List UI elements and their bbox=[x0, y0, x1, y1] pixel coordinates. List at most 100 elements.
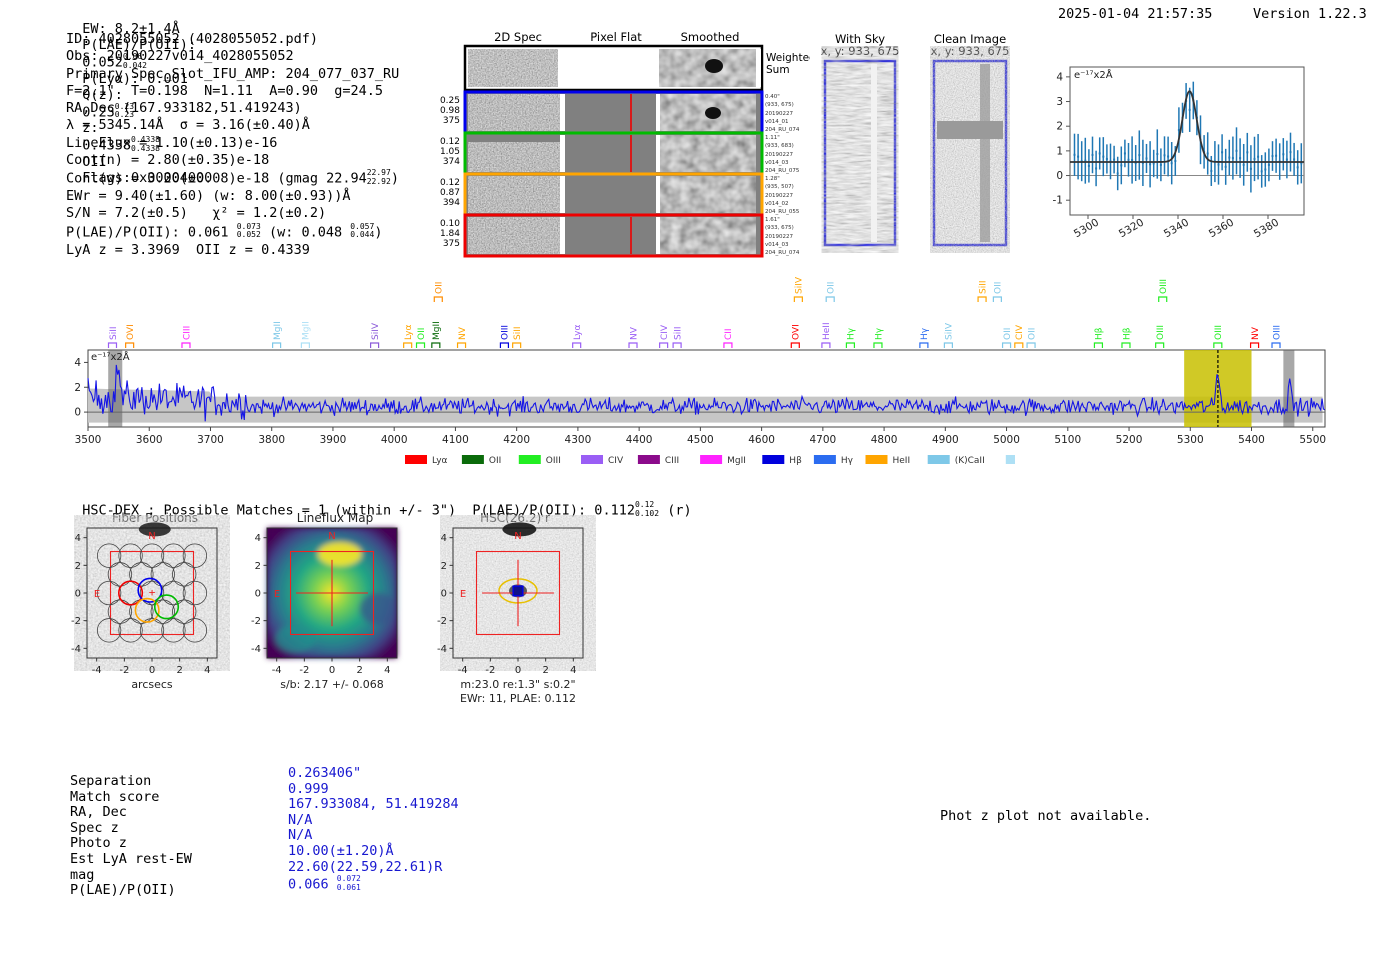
svg-text:Lyα: Lyα bbox=[404, 324, 414, 340]
spectrum-line-mark: OII bbox=[415, 328, 427, 348]
cutout-subtitle: x, y: 933, 675 bbox=[931, 44, 1010, 58]
info-radec: RA,Dec (167.933182,51.419243) bbox=[66, 100, 302, 117]
svg-text:HeII: HeII bbox=[822, 322, 832, 340]
spec2d-row-left-1: 0.87 bbox=[440, 188, 460, 198]
spectrum-line-mark: OII bbox=[992, 282, 1004, 302]
svg-text:4200: 4200 bbox=[503, 434, 530, 446]
match-properties-values: 0.263406" 0.999 167.933084, 51.419284 N/A N/… bbox=[288, 765, 459, 893]
info-plae-mid: (w: 0.048 bbox=[268, 224, 343, 241]
spectrum-line-mark: SiIV bbox=[943, 322, 955, 348]
header-qz-label: Q(z): bbox=[82, 86, 123, 103]
cutout-title: With Sky bbox=[835, 33, 885, 46]
detection-info-block: ID: 4028055052 (4028055052.pdf) Obs: 201… bbox=[66, 31, 399, 259]
svg-text:5200: 5200 bbox=[1116, 434, 1143, 446]
svg-text:0: 0 bbox=[441, 589, 447, 600]
svg-text:-2: -2 bbox=[485, 665, 495, 676]
svg-text:4: 4 bbox=[1056, 71, 1063, 83]
match-row-value: 0.999 bbox=[288, 780, 329, 797]
svg-text:5380: 5380 bbox=[1252, 217, 1281, 241]
svg-text:5000: 5000 bbox=[993, 434, 1020, 446]
match-row-value: 0.066 0.072 0.061 bbox=[288, 874, 361, 893]
svg-text:0: 0 bbox=[515, 665, 521, 676]
svg-text:OII: OII bbox=[1027, 328, 1037, 340]
legend-entry: CIV bbox=[581, 455, 624, 466]
match-row-label: Photo z bbox=[70, 835, 127, 852]
spec2d-row-left-0: 0.25 bbox=[440, 96, 460, 106]
info-primary-spec: Primary Spec_Slot_IFU_AMP: 204_077_037_R… bbox=[66, 65, 400, 82]
svg-text:Hγ: Hγ bbox=[874, 327, 884, 340]
svg-text:-4: -4 bbox=[458, 665, 468, 676]
spec2d-row-right-1: (933, 683) bbox=[765, 143, 794, 149]
svg-text:5340: 5340 bbox=[1162, 217, 1191, 241]
header-qz-value: 0.23 bbox=[82, 104, 115, 120]
spec2d-row-right-3: v014_02 bbox=[765, 201, 789, 207]
svg-text:CIV: CIV bbox=[1015, 324, 1025, 340]
svg-text:Hβ: Hβ bbox=[789, 456, 802, 466]
info-plae-whi: 0.057 bbox=[350, 221, 375, 231]
svg-text:3: 3 bbox=[1056, 96, 1063, 108]
svg-text:OIII: OIII bbox=[1159, 279, 1169, 294]
spectrum-line-mark: CIV bbox=[1014, 324, 1025, 348]
spec2d-row-left-2: 394 bbox=[443, 198, 460, 208]
info-ewr: EWr = 9.40(±1.60) (w: 8.00(±0.93))Å bbox=[66, 188, 351, 205]
spec2d-row-left-0: 0.12 bbox=[440, 137, 460, 147]
line-fit-plot: 5300 5320 5340 5360 5380 -1 0 1 2 3 4 e⁻¹⁷x2Å bbox=[1032, 45, 1312, 260]
match-row-label: Separation bbox=[70, 773, 152, 789]
photz-message: Phot z plot not available. bbox=[940, 808, 1152, 824]
spec2d-weighted-sum-label-1: Sum bbox=[766, 64, 790, 76]
svg-text:OII: OII bbox=[435, 282, 445, 294]
svg-text:arcsecs: arcsecs bbox=[131, 678, 173, 691]
svg-text:-4: -4 bbox=[71, 644, 81, 655]
svg-text:-4: -4 bbox=[92, 665, 102, 676]
header-z-value: 0.4338 bbox=[82, 137, 132, 154]
spectrum-line-mark: NV bbox=[456, 326, 468, 348]
spec2d-row: 0.12 1.05 374 1.11" (933, 683) 20190227 … bbox=[440, 131, 800, 176]
spec2d-row-left-1: 1.84 bbox=[440, 229, 460, 239]
spectrum-line-mark: Hγ bbox=[919, 327, 930, 348]
svg-text:3700: 3700 bbox=[197, 434, 224, 446]
svg-text:-4: -4 bbox=[437, 644, 447, 655]
svg-text:4000: 4000 bbox=[381, 434, 408, 446]
spectrum-line-mark: CIII bbox=[181, 326, 192, 348]
spec2d-row-left-2: 375 bbox=[443, 116, 460, 126]
svg-text:4300: 4300 bbox=[565, 434, 592, 446]
info-lambda-sigma: λ = 5345.14Å σ = 3.16(±0.40)Å bbox=[66, 117, 310, 134]
spec2d-row-right-3: v014_01 bbox=[765, 119, 789, 125]
spectrum-line-mark: CII bbox=[723, 328, 734, 348]
svg-text:4: 4 bbox=[204, 665, 210, 676]
spectrum-line-mark: Hβ bbox=[1093, 327, 1105, 348]
svg-text:OVI: OVI bbox=[126, 324, 136, 340]
spectrum-line-mark: OII bbox=[1026, 328, 1037, 348]
spectrum-line-mark: OII bbox=[825, 282, 837, 302]
svg-text:-2: -2 bbox=[251, 616, 261, 627]
svg-text:OIII: OIII bbox=[1214, 325, 1224, 340]
match-row-label: RA, Dec bbox=[70, 804, 127, 821]
svg-text:OII: OII bbox=[827, 282, 837, 294]
header-plae-label: P(LAE)/P(OII): bbox=[82, 37, 197, 53]
svg-text:Hβ: Hβ bbox=[1095, 327, 1105, 340]
spectrum-line-mark: SiIV bbox=[369, 322, 381, 348]
spec2d-row-right-1: (935, 507) bbox=[765, 184, 794, 190]
spec2d-row-right-4: 204_RU_075 bbox=[765, 168, 800, 174]
svg-text:2: 2 bbox=[542, 665, 548, 676]
svg-text:5100: 5100 bbox=[1054, 434, 1081, 446]
legend-entry: MgII bbox=[700, 455, 746, 466]
spectrum-line-mark: SiII bbox=[107, 326, 119, 348]
svg-text:SiII: SiII bbox=[673, 326, 683, 340]
svg-text:1: 1 bbox=[1056, 145, 1063, 157]
legend-entry: (K)CaII bbox=[927, 455, 985, 466]
svg-text:SiIV: SiIV bbox=[945, 322, 955, 340]
spec2d-row-left-0: 0.12 bbox=[440, 178, 460, 188]
spectrum-line-mark: OII bbox=[433, 282, 445, 302]
spec2d-row-right-4: 204_RU_074 bbox=[765, 127, 800, 133]
full-spectrum-plot: 3500 3600 3700 3800 3900 4000 4100 4200 4300 4400… bbox=[60, 272, 1340, 472]
svg-text:OII: OII bbox=[489, 456, 501, 466]
spec2d-col-title-2: Smoothed bbox=[681, 30, 740, 44]
svg-text:+: + bbox=[149, 586, 156, 599]
svg-text:4700: 4700 bbox=[809, 434, 836, 446]
match-row-value: N/A bbox=[288, 811, 313, 828]
svg-text:NV: NV bbox=[1251, 326, 1261, 340]
svg-text:Hγ: Hγ bbox=[920, 327, 930, 340]
svg-text:4: 4 bbox=[441, 533, 447, 544]
info-cont-w-lo: 22.92 bbox=[366, 176, 391, 186]
